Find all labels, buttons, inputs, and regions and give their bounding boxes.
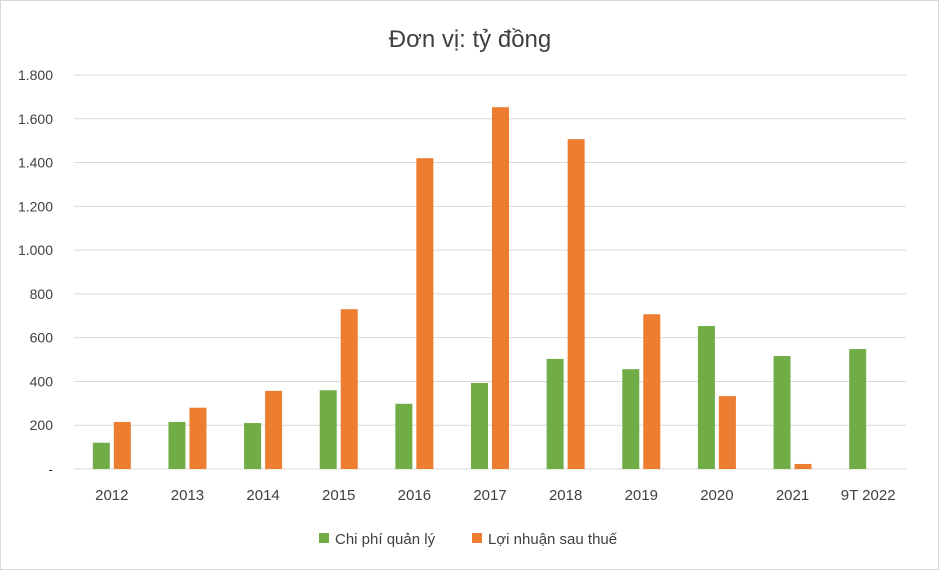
bar	[697, 326, 715, 469]
bar	[567, 139, 585, 469]
x-tick-label: 2015	[322, 487, 355, 504]
bar	[319, 390, 337, 469]
bar	[643, 314, 661, 469]
x-tick-label: 2016	[398, 487, 431, 504]
y-axis-ticks: - 200 400 600 800 1.000 1.200 1.400 1.600 1.800	[18, 67, 53, 477]
x-tick-label: 2018	[549, 487, 582, 504]
x-tick-label: 2020	[700, 487, 733, 504]
bar	[718, 396, 736, 469]
bar	[244, 423, 262, 469]
grid-lines	[74, 74, 906, 470]
bar	[113, 421, 131, 469]
x-tick-label: 2013	[171, 487, 204, 504]
legend-label: Lợi nhuận sau thuế	[488, 531, 618, 548]
y-tick-label: 400	[30, 373, 54, 389]
bar	[416, 158, 434, 469]
bar	[622, 369, 640, 469]
bar	[395, 403, 413, 469]
x-tick-label: 2012	[95, 487, 128, 504]
x-tick-label: 2021	[776, 487, 809, 504]
y-tick-label: 800	[30, 286, 54, 302]
bar	[92, 442, 110, 469]
bar	[773, 356, 791, 469]
y-tick-label: 1.800	[18, 67, 53, 83]
bars	[92, 107, 867, 469]
y-tick-label: 1.200	[18, 198, 53, 214]
legend-swatch	[472, 533, 482, 543]
y-tick-label: 1.400	[18, 155, 53, 171]
x-tick-label: 2019	[625, 487, 658, 504]
y-tick-label: 600	[30, 330, 54, 346]
bar	[546, 358, 564, 469]
bar	[189, 407, 207, 469]
legend-label: Chi phí quản lý	[335, 531, 436, 548]
x-tick-label: 2014	[246, 487, 279, 504]
bar	[340, 309, 358, 469]
y-tick-label: 1.600	[18, 111, 53, 127]
bar	[849, 349, 867, 469]
bar	[492, 107, 509, 469]
bar	[265, 390, 283, 469]
bar	[471, 382, 488, 469]
chart-title: Đơn vị: tỷ đồng	[389, 26, 551, 53]
bar	[168, 421, 186, 469]
bar	[794, 463, 812, 469]
y-tick-label: -	[48, 461, 53, 477]
x-tick-label: 9T 2022	[841, 487, 896, 504]
y-tick-label: 200	[30, 417, 54, 433]
legend-swatch	[319, 533, 329, 543]
x-axis-ticks: 2012 2013 2014 2015 2016 2017 2018 2019 2020 2021…	[95, 487, 895, 504]
x-tick-label: 2017	[473, 487, 506, 504]
y-tick-label: 1.000	[18, 242, 53, 258]
legend: Chi phí quản lý Lợi nhuận sau thuế	[319, 531, 618, 548]
